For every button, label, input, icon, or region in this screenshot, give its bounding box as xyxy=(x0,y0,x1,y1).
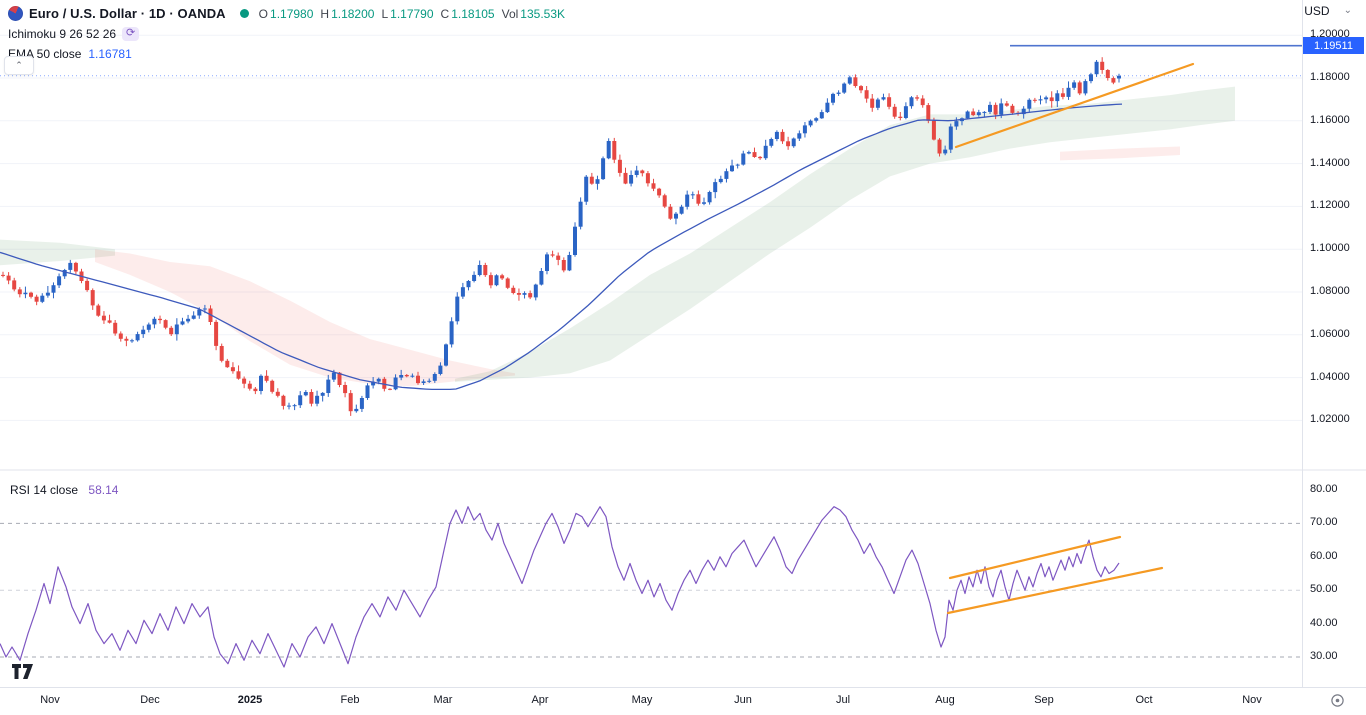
rsi-tick-label: 50.00 xyxy=(1310,583,1338,596)
low-value: 1.17790 xyxy=(390,6,434,21)
high-label: H xyxy=(320,6,330,21)
price-axis[interactable] xyxy=(1302,0,1366,688)
ichimoku-cloud xyxy=(455,86,1235,382)
month-label: Apr xyxy=(531,694,549,706)
rsi-legend-row[interactable]: RSI 14 close 58.14 xyxy=(10,483,118,497)
ichimoku-cloud xyxy=(0,239,115,266)
rsi-tick-label: 60.00 xyxy=(1310,549,1338,562)
month-label: Feb xyxy=(340,694,360,706)
price-tick-label: 1.04000 xyxy=(1310,370,1350,383)
month-label: Sep xyxy=(1034,694,1054,706)
month-label: 2025 xyxy=(237,694,263,706)
month-label: Jul xyxy=(835,694,851,706)
symbol-legend-row[interactable]: Euro / U.S. Dollar · 1D · OANDA O 1.1798… xyxy=(8,4,572,23)
price-tick-label: 1.16000 xyxy=(1310,113,1350,126)
price-tick-label: 1.02000 xyxy=(1310,413,1350,426)
rsi-tick-label: 80.00 xyxy=(1310,483,1338,495)
month-label: Nov xyxy=(1242,694,1262,706)
ichimoku-label: Ichimoku 9 26 52 26 xyxy=(8,26,117,41)
ichimoku-cloud xyxy=(95,249,515,387)
rsi-channel-trendline-lower[interactable] xyxy=(946,566,1164,615)
month-label: Mar xyxy=(433,694,453,706)
month-label: Oct xyxy=(1135,694,1153,706)
price-tick-label: 1.18000 xyxy=(1310,71,1350,83)
rsi-label: RSI 14 close xyxy=(10,483,79,497)
volume-label: Vol xyxy=(501,6,519,21)
month-label: May xyxy=(631,694,653,706)
price-tick-label: 1.08000 xyxy=(1310,285,1350,297)
month-label: Jun xyxy=(734,694,752,706)
main-chart-canvas[interactable] xyxy=(0,0,1366,688)
rsi-tick-label: 40.00 xyxy=(1310,616,1338,629)
high-value: 1.18200 xyxy=(331,6,375,21)
open-label: O xyxy=(258,6,269,21)
rsi-tick-label: 70.00 xyxy=(1310,516,1338,529)
symbol-title: Euro / U.S. Dollar · 1D · OANDA xyxy=(29,6,226,21)
collapse-pane-button[interactable]: ⌃ xyxy=(4,56,34,75)
ema-value: 1.16781 xyxy=(88,46,132,61)
time-axis[interactable]: Nov Dec 2025 Feb Mar Apr May Jun Jul Aug Sep Oct Nov xyxy=(0,688,1366,715)
open-value: 1.17980 xyxy=(270,6,314,21)
month-label: Aug xyxy=(935,694,955,706)
rsi-channel-trendline-upper[interactable] xyxy=(948,535,1122,580)
price-tick-label: 1.10000 xyxy=(1310,242,1350,255)
candlestick-series xyxy=(1,57,1121,416)
price-tick-label: 1.14000 xyxy=(1310,156,1350,169)
loading-refresh-icon: ⟳ xyxy=(122,26,140,41)
price-trendline-drawing[interactable] xyxy=(954,62,1195,149)
chart-legend: Euro / U.S. Dollar · 1D · OANDA O 1.1798… xyxy=(8,4,572,64)
chevron-down-icon: ⌄ xyxy=(1343,5,1352,16)
close-label: C xyxy=(440,6,450,21)
ichimoku-cloud xyxy=(1060,146,1180,161)
ohlc-values: O 1.17980 H 1.18200 L 1.17790 C 1.18105 … xyxy=(259,7,572,21)
pair-flag-icon xyxy=(8,6,23,21)
ichimoku-legend-row[interactable]: Ichimoku 9 26 52 26 ⟳ xyxy=(8,24,572,43)
rsi-line xyxy=(0,506,1120,668)
ema50-line xyxy=(0,103,1123,391)
tradingview-logo[interactable] xyxy=(12,664,34,680)
month-label: Dec xyxy=(140,694,160,706)
volume-value: 135.53K xyxy=(520,6,566,21)
close-value: 1.18105 xyxy=(451,6,495,21)
price-tick-label: 1.06000 xyxy=(1310,327,1350,340)
go-to-realtime-icon[interactable] xyxy=(1330,693,1345,708)
rsi-tick-label: 30.00 xyxy=(1310,650,1338,662)
ray-price-label: 1.19511 xyxy=(1303,37,1364,55)
ema-legend-row[interactable]: EMA 50 close 1.16781 xyxy=(8,44,572,63)
month-label: Nov xyxy=(40,694,60,706)
price-tick-label: 1.12000 xyxy=(1310,199,1350,212)
rsi-value: 58.14 xyxy=(88,483,119,497)
currency-selector[interactable]: USD ⌄ xyxy=(1304,4,1352,18)
low-label: L xyxy=(381,6,389,21)
currency-label: USD xyxy=(1304,4,1330,18)
market-status-icon[interactable] xyxy=(239,9,249,18)
